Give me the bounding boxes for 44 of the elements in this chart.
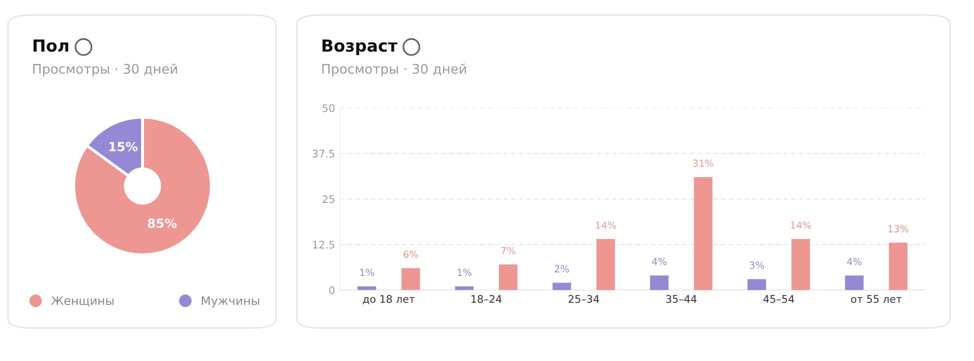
y-tick-label: 12.5	[313, 240, 334, 249]
bar	[694, 177, 712, 290]
chart-subtitle: Просмотры · 30 дней	[322, 64, 466, 76]
donut-slice	[72, 116, 213, 256]
data-label: 1%	[360, 268, 374, 276]
data-label: 14%	[596, 221, 616, 229]
bar	[888, 242, 908, 290]
x-tick-label: 45–54	[763, 295, 794, 303]
data-label: 1%	[458, 268, 472, 276]
x-tick-label: от 55 лет	[851, 295, 902, 303]
bar	[596, 239, 615, 290]
bar	[455, 286, 474, 290]
bar	[791, 239, 810, 290]
bar	[552, 282, 572, 290]
bar	[358, 286, 376, 290]
bar	[650, 275, 669, 290]
data-label: 7%	[501, 246, 516, 254]
bar	[748, 279, 766, 290]
chart-subtitle: Просмотры · 30 дней	[33, 64, 177, 76]
y-tick-label: 25	[322, 195, 334, 204]
data-label: 6%	[404, 250, 418, 258]
data-label: 2%	[554, 265, 569, 273]
data-label: 31%	[693, 160, 714, 167]
y-tick-label: 50	[322, 104, 334, 112]
bar	[845, 275, 864, 290]
chart-title: Пол	[34, 39, 68, 52]
data-label: 4%	[652, 258, 666, 266]
x-tick-label: 35–44	[666, 295, 697, 303]
bar	[498, 264, 518, 290]
x-tick-label: 25–34	[568, 295, 600, 303]
data-label: 85%	[148, 218, 177, 228]
data-label: 13%	[888, 225, 908, 232]
data-label: 15%	[109, 142, 138, 152]
x-tick-label: 18–24	[472, 295, 502, 303]
data-label: 4%	[847, 258, 862, 266]
data-label: 14%	[790, 221, 811, 229]
x-tick-label: до 18 лет	[363, 295, 415, 304]
bar	[401, 268, 420, 290]
y-tick-label: 37.5	[312, 150, 334, 158]
data-label: 3%	[750, 262, 764, 269]
chart-title: Возраст	[322, 39, 398, 56]
legend-label: Женщины	[51, 296, 114, 307]
y-tick-label: 0	[329, 286, 334, 294]
legend-label: Мужчины	[202, 296, 260, 308]
